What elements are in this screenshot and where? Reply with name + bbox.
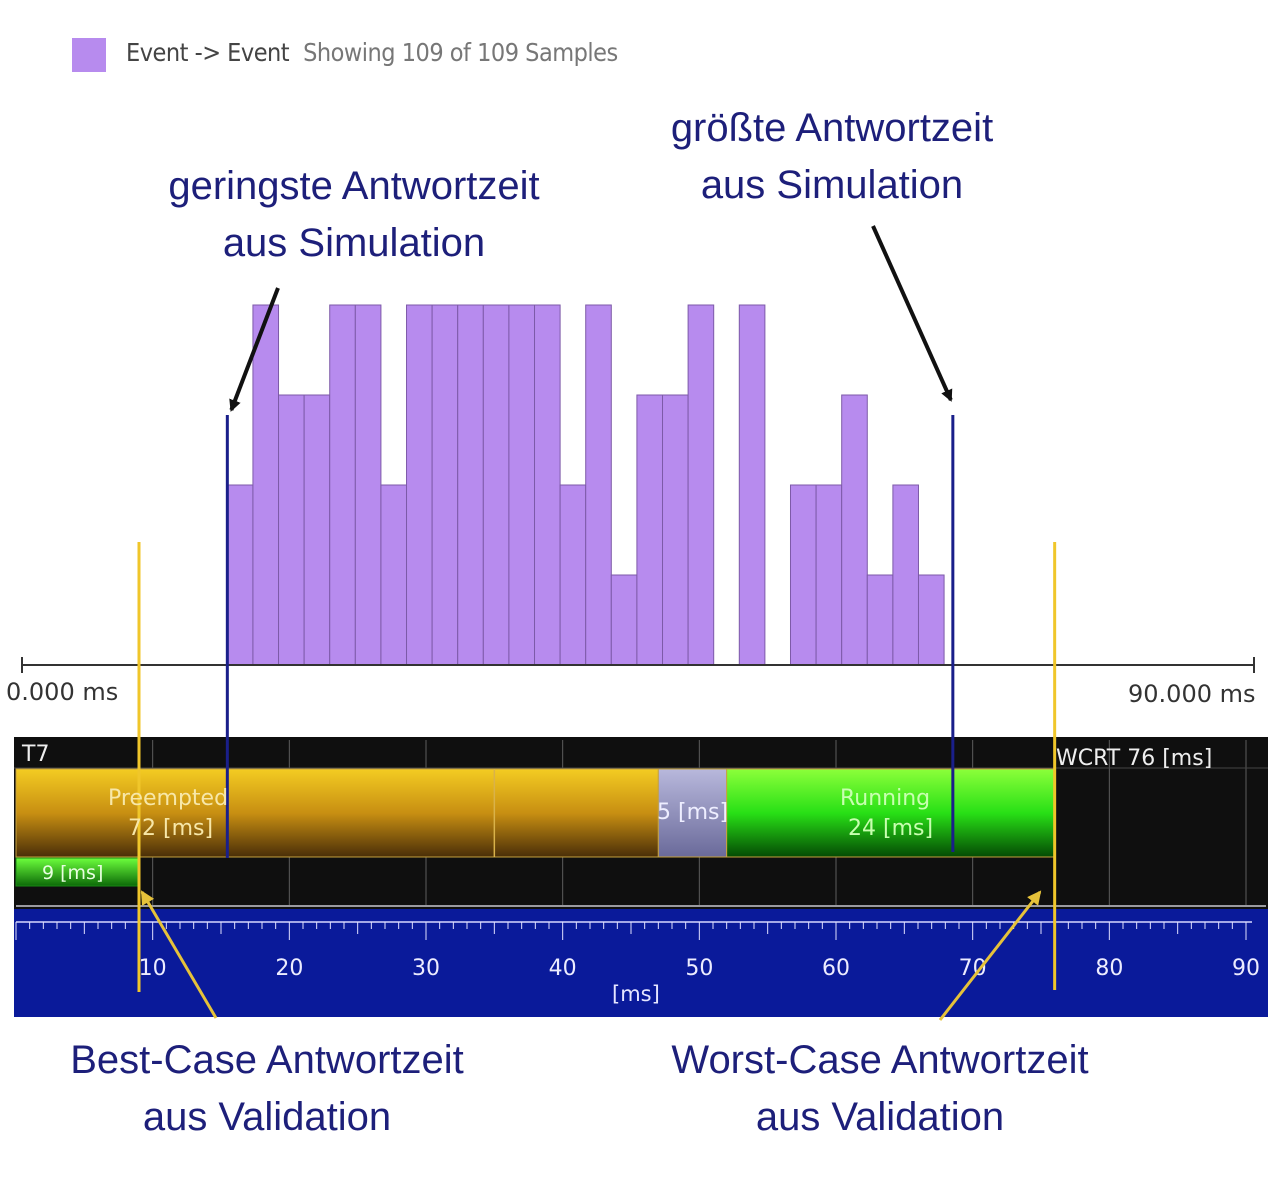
gantt-segment-preempted bbox=[15, 768, 659, 858]
histogram-bar bbox=[303, 394, 331, 666]
worst-case-arrow bbox=[938, 890, 1042, 1021]
best-case-arrow bbox=[140, 890, 218, 1019]
histogram-bar bbox=[662, 394, 689, 666]
gantt-segment-running-value: 24 [ms] bbox=[848, 816, 934, 841]
histogram-bar bbox=[687, 304, 715, 666]
annotation-overlay bbox=[137, 225, 1057, 1021]
histogram-bar bbox=[354, 304, 382, 666]
annotation-best-case-line1: Best-Case Antwortzeit bbox=[70, 1038, 464, 1082]
histogram-bar bbox=[841, 394, 868, 666]
annotation-max-simulation-line2: aus Simulation bbox=[700, 163, 964, 207]
annotation-max-simulation: größte Antwortzeit aus Simulation bbox=[636, 100, 1028, 214]
min-simulation-arrow bbox=[229, 287, 280, 412]
gantt-time-axis bbox=[14, 909, 1268, 1017]
histogram-axis-start-label: 0.000 ms bbox=[6, 678, 119, 706]
gantt-tick-label: 30 bbox=[412, 956, 440, 981]
histogram-bar bbox=[534, 304, 561, 666]
annotation-best-case-line2: aus Validation bbox=[142, 1095, 392, 1139]
gantt-tick-label: 80 bbox=[1095, 956, 1123, 981]
gantt-tick-label: 50 bbox=[685, 956, 713, 981]
legend-label: Event -> Event bbox=[126, 38, 290, 67]
gantt-tick-label: 90 bbox=[1232, 956, 1260, 981]
gantt-panel: 10 20 30 40 50 60 70 80 90 bbox=[14, 737, 1268, 1017]
histogram-bar bbox=[892, 484, 919, 666]
gantt-axis-unit: [ms] bbox=[612, 982, 660, 1006]
histogram-bar bbox=[406, 304, 433, 666]
histogram-bar bbox=[738, 304, 766, 666]
histogram-bar bbox=[278, 394, 305, 666]
annotation-worst-case-line2: aus Validation bbox=[755, 1095, 1005, 1139]
annotation-min-simulation-line1: geringste Antwortzeit bbox=[168, 164, 540, 208]
histogram-bar bbox=[559, 484, 587, 666]
gantt-segment-running-label: Running bbox=[840, 786, 931, 811]
histogram-bar bbox=[226, 484, 254, 666]
histogram-bar bbox=[329, 304, 356, 666]
gantt-wcrt-label: WCRT 76 [ms] bbox=[1056, 746, 1213, 771]
legend-entry: Event -> Event Showing 109 of 109 Samples bbox=[126, 38, 618, 67]
histogram-bar bbox=[917, 574, 945, 666]
gantt-tick-label: 10 bbox=[139, 956, 167, 981]
gantt-segment-preempted-label: Preempted bbox=[108, 786, 229, 811]
max-simulation-arrow bbox=[871, 225, 953, 402]
annotation-min-simulation: geringste Antwortzeit aus Simulation bbox=[134, 158, 574, 272]
histogram-bar bbox=[789, 484, 817, 666]
histogram-bar bbox=[252, 304, 280, 666]
annotation-max-simulation-line1: größte Antwortzeit bbox=[670, 106, 994, 150]
histogram-bar bbox=[431, 304, 459, 666]
annotation-min-simulation-line2: aus Simulation bbox=[222, 221, 486, 265]
legend-swatch bbox=[72, 38, 106, 72]
gantt-segment-running bbox=[726, 768, 1056, 858]
histogram-bar bbox=[508, 304, 536, 666]
histogram-bar bbox=[380, 484, 408, 666]
histogram-bars bbox=[226, 304, 945, 666]
histogram-bar bbox=[457, 304, 484, 666]
annotation-worst-case-line1: Worst-Case Antwortzeit bbox=[671, 1038, 1089, 1082]
histogram-bar bbox=[585, 304, 612, 666]
gantt-tick-label: 60 bbox=[822, 956, 850, 981]
histogram-axis-end-label: 90.000 ms bbox=[1128, 680, 1256, 708]
histogram-bar bbox=[815, 484, 843, 666]
histogram-bar bbox=[636, 394, 664, 666]
gantt-task-label: T7 bbox=[22, 742, 50, 767]
gantt-tick-label: 40 bbox=[549, 956, 577, 981]
gantt-small-bar-label: 9 [ms] bbox=[42, 862, 104, 884]
histogram-bar bbox=[482, 304, 510, 666]
gantt-tick-label: 20 bbox=[275, 956, 303, 981]
legend-summary: Showing 109 of 109 Samples bbox=[303, 38, 618, 67]
annotation-worst-case: Worst-Case Antwortzeit aus Validation bbox=[630, 1032, 1130, 1146]
annotation-best-case: Best-Case Antwortzeit aus Validation bbox=[30, 1032, 504, 1146]
histogram-bar bbox=[610, 574, 638, 666]
gantt-segment-preempted-value: 72 [ms] bbox=[128, 816, 214, 841]
histogram-bar bbox=[866, 574, 894, 666]
gantt-segment-waiting bbox=[657, 768, 728, 858]
gantt-segment-waiting-value: 5 [ms] bbox=[657, 800, 729, 825]
